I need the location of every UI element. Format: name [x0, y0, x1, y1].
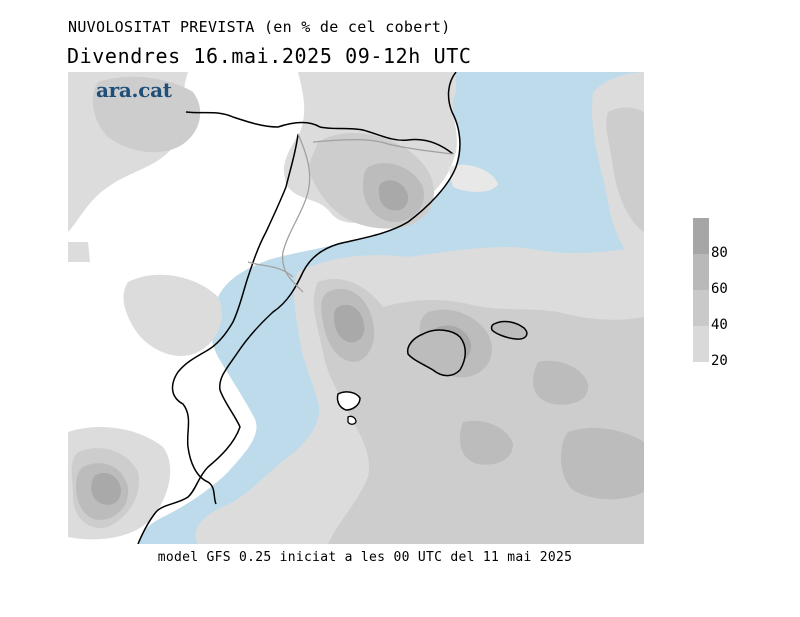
- model-info-text: model GFS 0.25 iniciat a les 00 UTC del …: [157, 550, 573, 565]
- legend-band-80-100: [693, 218, 709, 254]
- legend-label-20: 20: [711, 353, 728, 369]
- legend-band-60-80: [693, 254, 709, 290]
- border-line: [281, 133, 311, 293]
- legend-colorbar: [693, 218, 709, 362]
- cloud-area: [606, 107, 644, 232]
- legend-band-20-40: [693, 326, 709, 362]
- cloud-area: [448, 164, 498, 192]
- map-title: NUVOLOSITAT PREVISTA (en % de cel cobert…: [68, 18, 451, 36]
- border-line: [312, 138, 454, 155]
- cloud-area: [123, 274, 222, 356]
- border-line: [185, 111, 454, 155]
- cloud-area: [313, 278, 644, 544]
- island-formentera: [347, 415, 357, 425]
- border-line: [247, 261, 294, 278]
- cloud-area: [68, 242, 90, 262]
- cloud-area: [334, 304, 365, 343]
- cloud-cover-map: [68, 72, 644, 544]
- island-mallorca: [406, 329, 466, 377]
- cloud-area: [459, 420, 513, 465]
- cloud-area: [378, 180, 409, 211]
- cloud-area: [91, 472, 121, 505]
- border-line: [171, 133, 299, 505]
- cloud-area: [561, 427, 644, 500]
- model-info-footer: model GFS 0.25 iniciat a les 00 UTC del …: [0, 550, 730, 565]
- cloud-area: [92, 76, 201, 153]
- coastline: [137, 72, 461, 544]
- cloud-area: [533, 360, 589, 405]
- legend-label-60: 60: [711, 281, 728, 297]
- ara-cat-logo: ara.cat: [96, 78, 172, 102]
- legend-label-40: 40: [711, 317, 728, 333]
- legend-band-40-60: [693, 290, 709, 326]
- legend-label-80: 80: [711, 245, 728, 261]
- island-ibiza: [336, 391, 361, 411]
- map-subtitle-date: Divendres 16.mai.2025 09-12h UTC: [67, 44, 472, 68]
- island-menorca: [490, 320, 528, 340]
